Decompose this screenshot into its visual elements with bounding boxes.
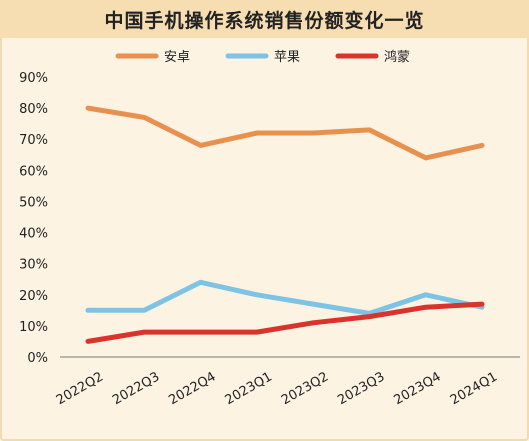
data-point [256, 294, 258, 296]
data-point [481, 306, 483, 308]
data-point [87, 309, 89, 311]
data-point [312, 132, 314, 134]
y-tick-label: 70% [19, 133, 48, 148]
data-point [425, 157, 427, 159]
y-tick-label: 60% [19, 164, 48, 179]
legend-label-1: 苹果 [274, 50, 300, 65]
data-point [87, 107, 89, 109]
data-point [425, 306, 427, 308]
y-tick-label: 0% [27, 351, 48, 366]
y-tick-label: 40% [19, 227, 48, 242]
x-tick-label: 2023Q1 [223, 369, 275, 408]
chart-title: 中国手机操作系统销售份额变化一览 [104, 9, 425, 32]
legend: 安卓 苹果 鸿蒙 [115, 49, 410, 65]
x-tick-label: 2023Q3 [335, 369, 387, 408]
data-point [481, 144, 483, 146]
series-line-1 [85, 279, 485, 316]
series-line-0 [85, 105, 485, 161]
data-point [143, 331, 145, 333]
data-point [312, 303, 314, 305]
data-point [200, 331, 202, 333]
data-point [368, 316, 370, 318]
data-point [200, 281, 202, 283]
y-axis: 0% 10% 20% 30% 40% 50% 60% 70% 80% 90% [19, 71, 48, 366]
y-tick-label: 10% [19, 320, 48, 335]
x-axis: 2022Q2 2022Q3 2022Q4 2023Q1 2023Q2 2023Q3 2023… [54, 356, 520, 408]
series-lines [85, 105, 485, 344]
x-tick-label: 2023Q4 [392, 369, 444, 408]
y-tick-label: 50% [19, 195, 48, 210]
x-tick-label: 2022Q4 [166, 369, 218, 408]
legend-label-0: 安卓 [164, 50, 190, 65]
data-point [368, 312, 370, 314]
data-point [256, 132, 258, 134]
data-point [200, 144, 202, 146]
legend-label-2: 鸿蒙 [384, 49, 410, 65]
data-point [481, 303, 483, 305]
y-tick-label: 90% [19, 71, 48, 86]
title-bar: 中国手机操作系统销售份额变化一览 [0, 0, 529, 38]
x-tick-label: 2023Q2 [279, 369, 331, 408]
data-point [256, 331, 258, 333]
data-point [143, 116, 145, 118]
data-point [312, 322, 314, 324]
x-tick-label: 2022Q2 [54, 369, 106, 408]
y-tick-label: 20% [19, 289, 48, 304]
data-point [425, 294, 427, 296]
y-tick-label: 80% [19, 102, 48, 117]
x-tick-label: 2022Q3 [110, 369, 162, 408]
data-point [143, 309, 145, 311]
data-point [368, 129, 370, 131]
x-tick-label: 2024Q1 [448, 369, 500, 408]
y-tick-label: 30% [19, 258, 48, 273]
data-point [87, 340, 89, 342]
series-line-2 [85, 301, 485, 344]
